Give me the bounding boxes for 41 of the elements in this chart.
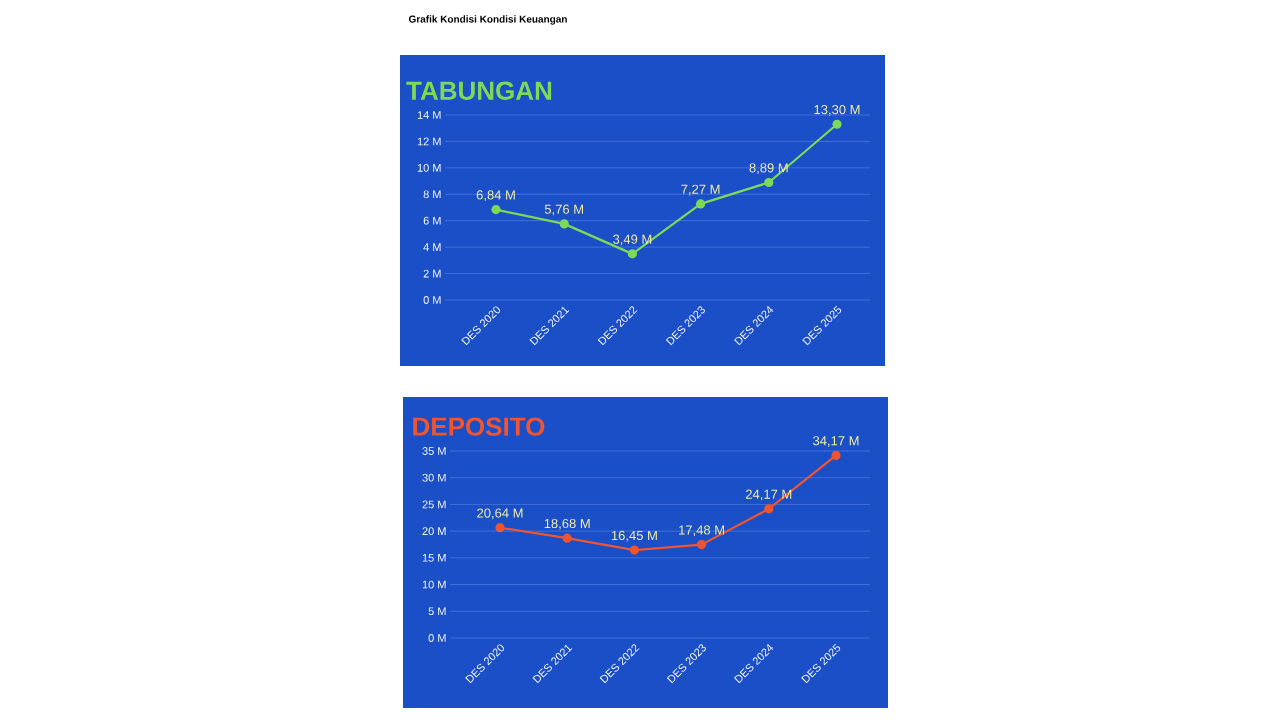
point xyxy=(697,540,707,550)
point xyxy=(562,533,572,543)
data-label: 3,49 M xyxy=(613,234,652,246)
point xyxy=(696,199,706,209)
data-label: 16,45 M xyxy=(611,530,657,542)
y-tick-label: 8 M xyxy=(423,190,441,199)
y-tick-label: 10 M xyxy=(417,163,441,172)
y-tick-label: 25 M xyxy=(422,500,446,509)
data-label: 13,30 M xyxy=(814,104,860,116)
point xyxy=(559,219,569,229)
y-tick-label: 5 M xyxy=(428,607,446,616)
y-tick-label: 0 M xyxy=(423,296,441,304)
point xyxy=(495,523,505,533)
y-tick-label: 20 M xyxy=(422,527,446,536)
data-label: 7,27 M xyxy=(681,184,720,196)
y-tick-label: 6 M xyxy=(423,216,441,225)
y-tick-label: 0 M xyxy=(428,634,446,642)
y-tick-label: 35 M xyxy=(422,447,446,455)
point xyxy=(832,119,842,129)
text: Grafik Kondisi Kondisi Keuangan xyxy=(408,15,567,25)
point xyxy=(764,177,774,188)
y-tick-label: 30 M xyxy=(422,473,446,482)
data-label: 34,17 M xyxy=(813,436,859,447)
y-tick-label: 4 M xyxy=(423,243,441,251)
chart-title: TABUNGAN xyxy=(406,81,552,100)
y-tick-label: 15 M xyxy=(422,554,446,562)
y-tick-label: 12 M xyxy=(417,137,441,146)
point xyxy=(629,545,640,555)
data-label: 18,68 M xyxy=(544,518,590,530)
data-label: 5,76 M xyxy=(544,204,584,216)
point xyxy=(491,205,501,215)
point xyxy=(831,450,841,461)
y-tick-label: 14 M xyxy=(417,111,441,119)
point xyxy=(627,249,638,259)
chart-title: DEPOSITO xyxy=(413,417,545,436)
y-tick-label: 10 M xyxy=(422,580,446,589)
point xyxy=(764,504,774,514)
data-label: 6,84 M xyxy=(476,190,515,202)
data-label: 17,48 M xyxy=(679,525,725,537)
data-label: 20,64 M xyxy=(477,508,523,520)
y-tick-label: 2 M xyxy=(423,269,441,278)
